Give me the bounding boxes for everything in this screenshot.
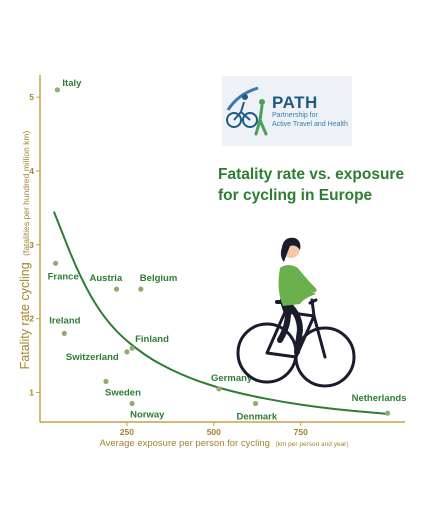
- point-label-austria: Austria: [90, 273, 123, 284]
- point-ireland: [61, 330, 67, 336]
- cyclist-illustration: [236, 237, 356, 388]
- point-belgium: [138, 286, 144, 292]
- chart-title-line2: for cycling in Europe: [218, 187, 373, 204]
- rider-torso: [278, 265, 316, 306]
- rider-arm: [295, 269, 317, 293]
- y-axis-label: Fatality rate cycling (fatalities per hu…: [18, 131, 32, 370]
- point-finland: [129, 345, 135, 351]
- axes: [39, 75, 405, 423]
- logo-cyclist-walker-icon: [226, 86, 268, 136]
- y-axis-label-main: Fatality rate cycling: [18, 262, 32, 369]
- point-austria: [113, 286, 120, 292]
- point-france: [53, 260, 59, 266]
- y-tick-label: 5: [29, 92, 34, 102]
- logo-tagline-line1: Partnership for: [272, 112, 318, 119]
- y-tick-label: 2: [29, 314, 34, 324]
- point-label-france: France: [48, 271, 79, 282]
- logo-tagline-line2: Active Travel and Health: [272, 120, 348, 128]
- point-sweden: [103, 378, 109, 384]
- point-norway: [129, 400, 135, 407]
- point-label-norway: Norway: [130, 410, 165, 421]
- y-tick-label: 4: [29, 166, 34, 176]
- trend-line: [52, 211, 388, 415]
- bike-frame: [265, 298, 327, 359]
- point-label-belgium: Belgium: [140, 273, 177, 284]
- x-tick-label: 250: [120, 427, 134, 437]
- y-axis-label-unit: (fatalities per hundred million km): [21, 131, 31, 256]
- x-tick-label: 750: [294, 427, 308, 437]
- point-italy: [54, 87, 61, 93]
- chart-title: Fatality rate vs. exposure for cycling i…: [218, 164, 418, 206]
- y-tick-label: 1: [29, 387, 34, 397]
- point-label-denmark: Denmark: [237, 412, 278, 423]
- point-label-switzerland: Switzerland: [66, 352, 119, 363]
- x-axis-label-main: Average exposure per person for cycling: [99, 438, 269, 449]
- axis-ticks: 250 500 750 1 2 3 4 5: [29, 92, 308, 437]
- x-tick-label: 500: [207, 427, 221, 437]
- point-label-italy: Italy: [62, 78, 82, 89]
- logo-tagline: Partnership for Active Travel and Health: [272, 112, 354, 129]
- path-logo: PATH Partnership for Active Travel and H…: [222, 76, 352, 146]
- point-label-netherlands: Netherlands: [352, 393, 407, 404]
- chart-title-line1: Fatality rate vs. exposure: [218, 166, 405, 183]
- x-axis-label-unit: (km per person and year): [276, 441, 349, 448]
- point-label-sweden: Sweden: [105, 387, 141, 398]
- x-axis-label: Average exposure per person for cycling …: [99, 438, 348, 449]
- point-germany: [216, 386, 222, 392]
- data-points: Italy France Austria Belgium Ireland Switzerl…: [48, 78, 407, 423]
- point-switzerland: [124, 349, 130, 355]
- y-tick-label: 3: [29, 240, 34, 250]
- point-label-finland: Finland: [135, 334, 169, 345]
- point-netherlands: [385, 410, 391, 416]
- point-label-germany: Germany: [211, 373, 253, 384]
- point-denmark: [252, 400, 259, 407]
- logo-name: PATH: [272, 93, 318, 112]
- rider-hair: [280, 237, 301, 262]
- point-label-ireland: Ireland: [49, 315, 80, 326]
